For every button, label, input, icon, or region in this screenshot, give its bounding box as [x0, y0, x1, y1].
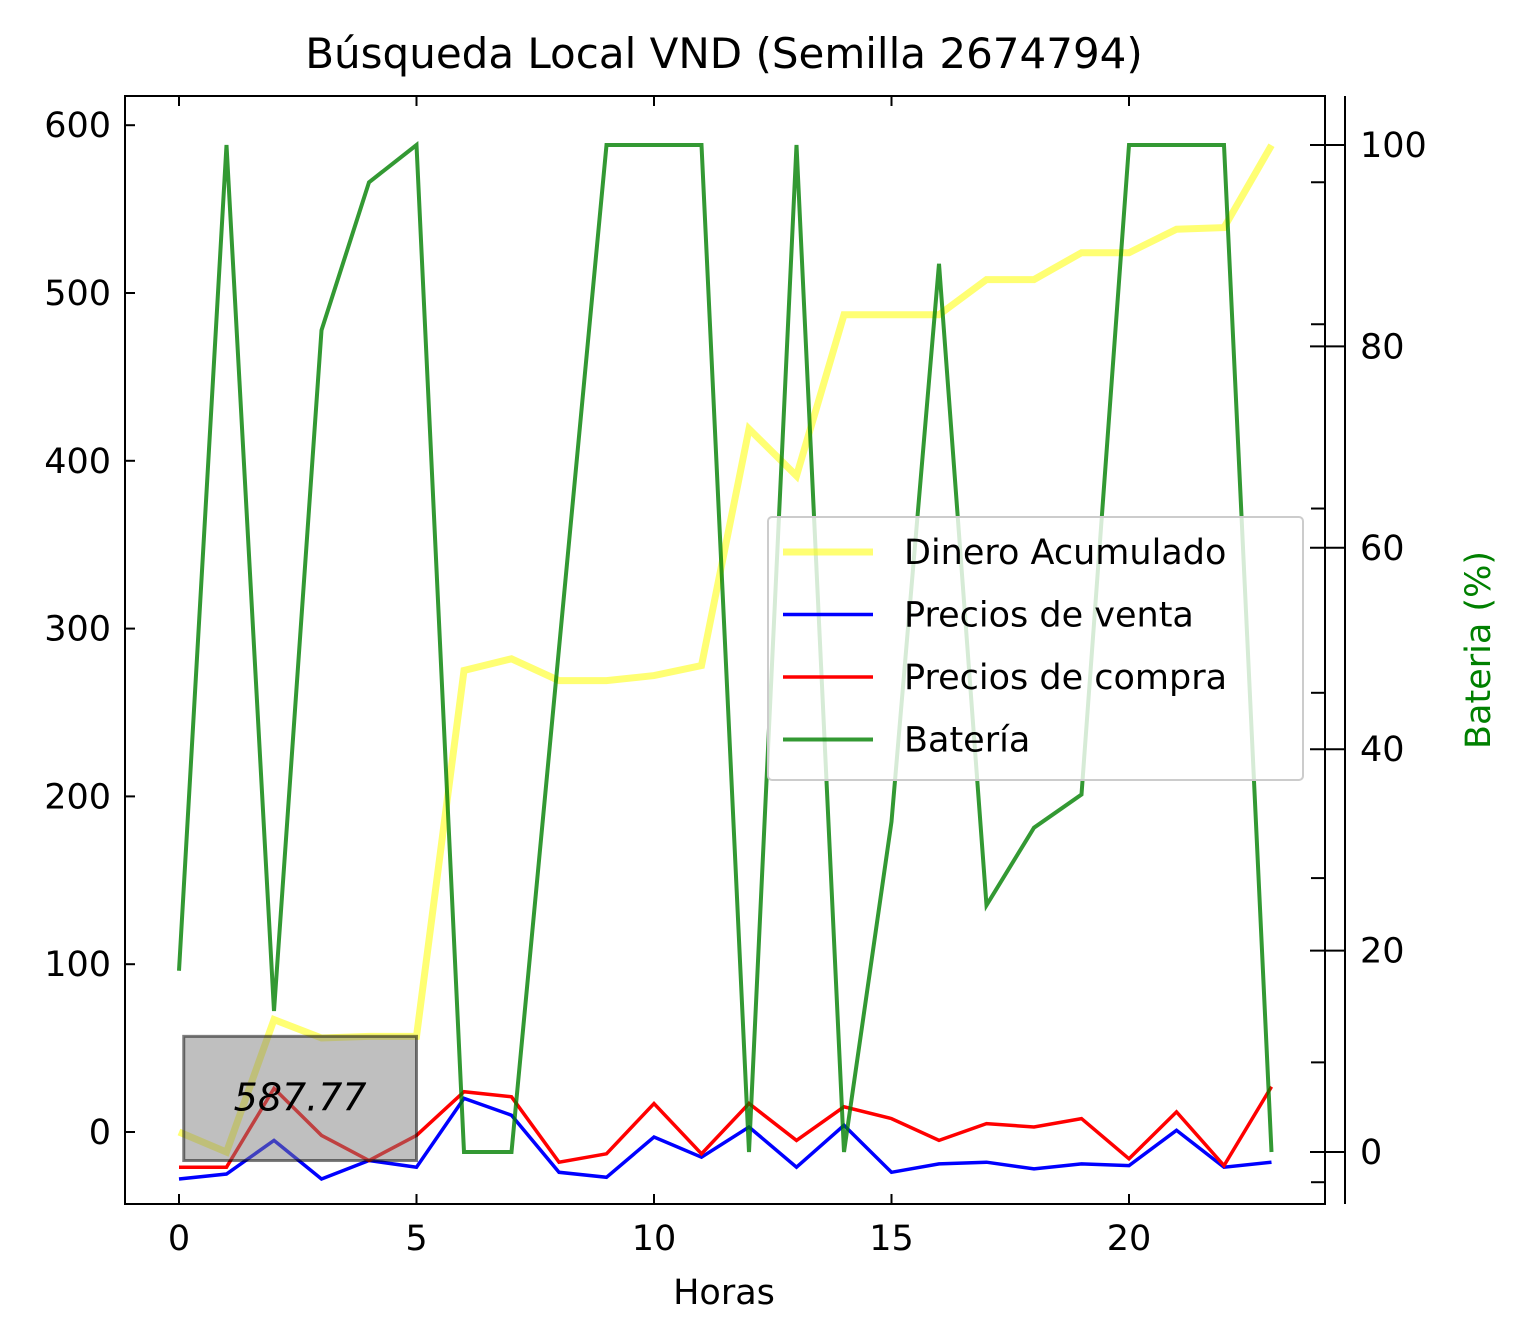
legend-label: Precios de venta [904, 596, 1194, 636]
y-tick-label: 600 [44, 106, 111, 146]
series-precios-venta [178, 1096, 1272, 1182]
legend-label: Dinero Acumulado [904, 533, 1226, 573]
x-tick-label: 20 [1107, 1219, 1152, 1259]
y-right-tick-label: 80 [1360, 327, 1405, 367]
plot-frame [124, 95, 1326, 1205]
y-tick-label: 200 [44, 777, 111, 817]
y-right-tick-label: 60 [1360, 529, 1405, 569]
y-tick-label: 300 [44, 610, 111, 650]
y-tick-label: 400 [44, 442, 111, 482]
legend: Dinero Acumulado Precios de venta Precios … [767, 516, 1304, 781]
y-right-tick-label: 100 [1360, 126, 1427, 166]
legend-box [767, 516, 1304, 781]
y-axis-right-label: Bateria (%) [1459, 551, 1499, 749]
x-tick-label: 5 [405, 1219, 427, 1259]
y-right-tick-label: 40 [1360, 730, 1405, 770]
x-axis-label: Horas [673, 1273, 775, 1313]
y-right-tick-label: 0 [1360, 1133, 1382, 1173]
x-tick-label: 0 [168, 1219, 190, 1259]
annotation-box [182, 1034, 418, 1163]
chart-title: Búsqueda Local VND (Semilla 2674794) [305, 29, 1143, 78]
legend-label: Batería [904, 721, 1030, 761]
annotation-text: 587.77 [234, 1075, 367, 1119]
x-tick-label: 10 [632, 1219, 677, 1259]
y-tick-label: 500 [44, 274, 111, 314]
y-right-tick-label: 20 [1360, 932, 1405, 972]
y-tick-label: 0 [89, 1113, 111, 1153]
legend-label: Precios de compra [904, 658, 1227, 698]
annotation: 587.77 [182, 1034, 418, 1163]
y-tick-label: 100 [44, 945, 111, 985]
x-tick-label: 15 [869, 1219, 914, 1259]
